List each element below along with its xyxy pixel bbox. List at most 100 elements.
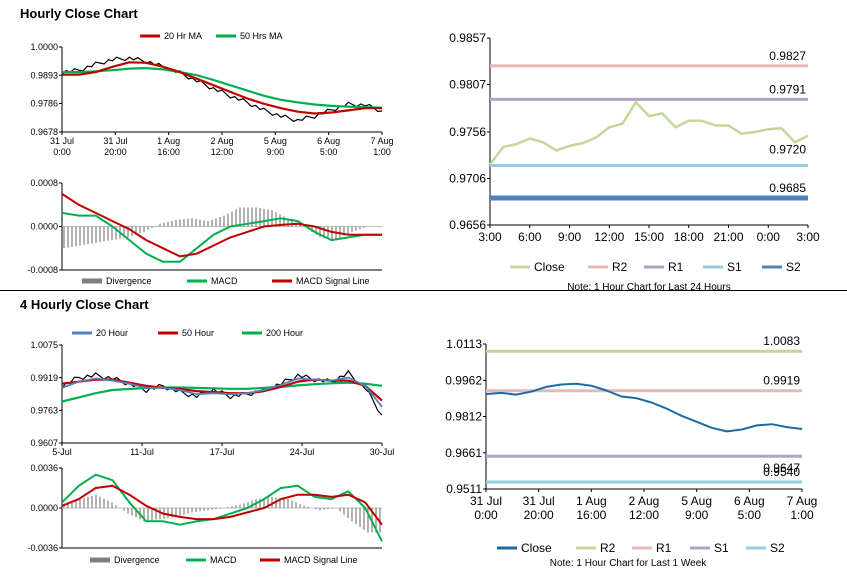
hourly-24h-y-tick-label: 0.9656 xyxy=(449,218,486,232)
four-hourly-price-y-tick-label: 0.9763 xyxy=(30,405,58,415)
weekly-1h-close-line xyxy=(485,382,803,433)
hourly-24h-legend-r1-label: R1 xyxy=(668,260,684,274)
hourly-24h-x-tick-label: 18:00 xyxy=(674,230,704,244)
weekly-1h-x-tick-label: 9:00 xyxy=(685,508,709,522)
hourly-24h-level-label-r1: 0.9791 xyxy=(769,82,806,96)
hourly-price-x-tick-label: 20:00 xyxy=(104,147,127,157)
section-divider xyxy=(0,290,847,291)
four-hourly-price-x-tick-label: 5-Jul xyxy=(52,447,72,457)
weekly-1h-y-tick-label: 0.9812 xyxy=(445,410,482,424)
weekly-1h-x-tick-label: 7 Aug xyxy=(787,494,818,508)
hourly-24h-legend-close-label: Close xyxy=(534,260,565,274)
hourly-price-x-tick-label: 1 Aug xyxy=(157,136,180,146)
hourly-chart-title: Hourly Close Chart xyxy=(20,6,138,21)
hourly-50hr-ma-line xyxy=(62,66,383,109)
weekly-1h-x-tick-label: 5:00 xyxy=(738,508,762,522)
hourly-price-y-tick-label: 0.9893 xyxy=(30,70,58,80)
hourly-24h-close-line xyxy=(489,100,809,166)
hourly-24h-legend-s1-label: S1 xyxy=(727,260,742,274)
hourly-24h-level-label-s1: 0.9720 xyxy=(769,142,806,156)
weekly-1h-x-tick-label: 16:00 xyxy=(576,508,606,522)
hourly-price-x-tick-label: 16:00 xyxy=(157,147,180,157)
weekly-1h-level-label-s1: 0.9647 xyxy=(763,461,800,475)
four-hourly-signal-line xyxy=(61,484,383,526)
hourly-price-x-tick-label: 1:00 xyxy=(373,147,391,157)
four-hourly-price-y-tick-label: 1.0075 xyxy=(30,340,58,350)
weekly-1h-x-tick-label: 12:00 xyxy=(629,508,659,522)
hourly-24h-x-tick-label: 9:00 xyxy=(558,230,582,244)
hourly-24h-x-tick-label: 12:00 xyxy=(594,230,624,244)
hourly-macd-line xyxy=(61,211,382,263)
weekly-1h-x-tick-label: 1 Aug xyxy=(576,494,607,508)
hourly-24h-level-label-r2: 0.9827 xyxy=(769,49,806,63)
four-hourly-macd-line xyxy=(61,473,383,542)
hourly-24h-legend-r2-label: R2 xyxy=(612,260,628,274)
hourly-24h-y-tick-label: 0.9807 xyxy=(449,78,486,92)
four-hourly-price-y-tick-label: 0.9919 xyxy=(30,373,58,383)
hourly-24h-x-tick-label: 6:00 xyxy=(518,230,542,244)
weekly-1h-note: Note: 1 Hour Chart for Last 1 Week xyxy=(550,558,708,569)
hourly-price-x-tick-label: 12:00 xyxy=(211,147,234,157)
hourly-price-x-tick-label: 6 Aug xyxy=(317,136,340,146)
hourly-macd-y-tick-label: 0.0008 xyxy=(30,178,58,188)
hourly-legend-20hr-label: 20 Hr MA xyxy=(164,31,202,41)
four-hourly-macd-legend-signal-label: MACD Signal Line xyxy=(284,555,358,565)
weekly-1h-level-label-s2: 0.9540 xyxy=(763,465,800,479)
weekly-1h-x-tick-label: 5 Aug xyxy=(681,494,712,508)
weekly-1h-legend-s1-label: S1 xyxy=(714,541,729,555)
weekly-1h-legend-s2-label: S2 xyxy=(770,541,785,555)
hourly-24h-x-tick-label: 3:00 xyxy=(478,230,502,244)
hourly-price-line xyxy=(61,56,383,123)
hourly-price-x-tick-label: 2 Aug xyxy=(210,136,233,146)
hourly-24h-x-tick-label: 3:00 xyxy=(796,230,820,244)
hourly-price-x-tick-label: 31 Jul xyxy=(50,136,74,146)
hourly-macd-legend-signal-label: MACD Signal Line xyxy=(296,276,370,286)
weekly-1h-legend-close-label: Close xyxy=(521,541,552,555)
four-hourly-legend-50h-label: 50 Hour xyxy=(182,328,214,338)
hourly-24h-legend-s2-label: S2 xyxy=(786,260,801,274)
hourly-price-x-tick-label: 31 Jul xyxy=(103,136,127,146)
hourly-macd-legend-divergence-label: Divergence xyxy=(106,276,152,286)
hourly-price-y-tick-label: 1.0000 xyxy=(30,42,58,52)
weekly-1h-legend-r2-label: R2 xyxy=(600,541,616,555)
hourly-24h-note: Note: 1 Hour Chart for Last 24 Hours xyxy=(567,282,730,293)
weekly-1h-x-tick-label: 2 Aug xyxy=(629,494,660,508)
hourly-price-x-tick-label: 9:00 xyxy=(267,147,285,157)
hourly-macd-y-tick-label: 0.0000 xyxy=(30,222,58,232)
four-hourly-price-x-tick-label: 24-Jul xyxy=(290,447,315,457)
hourly-24h-y-tick-label: 0.9857 xyxy=(449,31,486,45)
hourly-macd-legend-macd-label: MACD xyxy=(211,276,238,286)
four-hourly-price-y-tick-label: 0.9607 xyxy=(30,438,58,448)
four-hourly-legend-20h-label: 20 Hour xyxy=(96,328,128,338)
four-hourly-macd-legend-divergence-label: Divergence xyxy=(114,555,160,565)
weekly-1h-level-label-r1: 0.9919 xyxy=(763,374,800,388)
hourly-price-y-tick-label: 0.9678 xyxy=(30,127,58,137)
weekly-1h-y-tick-label: 0.9962 xyxy=(445,374,482,388)
four-hourly-price-x-tick-label: 30-Jul xyxy=(370,447,395,457)
hourly-20hr-ma-line xyxy=(62,61,382,115)
hourly-signal-line xyxy=(61,193,382,258)
hourly-24h-x-tick-label: 21:00 xyxy=(713,230,743,244)
weekly-1h-y-tick-label: 1.0113 xyxy=(446,337,482,351)
four-hourly-price-x-tick-label: 17-Jul xyxy=(210,447,235,457)
four-hourly-macd-legend-macd-label: MACD xyxy=(210,555,237,565)
hourly-24h-y-tick-label: 0.9706 xyxy=(449,172,486,186)
weekly-1h-x-tick-label: 31 Jul xyxy=(523,494,555,508)
hourly-price-y-tick-label: 0.9786 xyxy=(30,99,58,109)
four-hourly-legend-200h-label: 200 Hour xyxy=(266,328,303,338)
hourly-legend-50hr-label: 50 Hrs MA xyxy=(240,31,283,41)
four-hourly-chart-title: 4 Hourly Close Chart xyxy=(20,297,149,312)
four-hourly-20h-line xyxy=(61,376,383,408)
four-hourly-200h-line xyxy=(61,381,383,403)
weekly-1h-x-tick-label: 0:00 xyxy=(474,508,498,522)
four-hourly-macd-y-tick-label: 0.0000 xyxy=(30,503,58,513)
weekly-1h-level-label-r2: 1.0083 xyxy=(763,334,800,348)
weekly-1h-x-tick-label: 1:00 xyxy=(790,508,814,522)
weekly-1h-y-tick-label: 0.9511 xyxy=(446,482,482,496)
hourly-price-x-tick-label: 5:00 xyxy=(320,147,338,157)
hourly-24h-x-tick-label: 15:00 xyxy=(634,230,664,244)
hourly-price-x-tick-label: 7 Aug xyxy=(370,136,393,146)
hourly-24h-y-tick-label: 0.9756 xyxy=(449,125,486,139)
hourly-price-x-tick-label: 0:00 xyxy=(53,147,71,157)
